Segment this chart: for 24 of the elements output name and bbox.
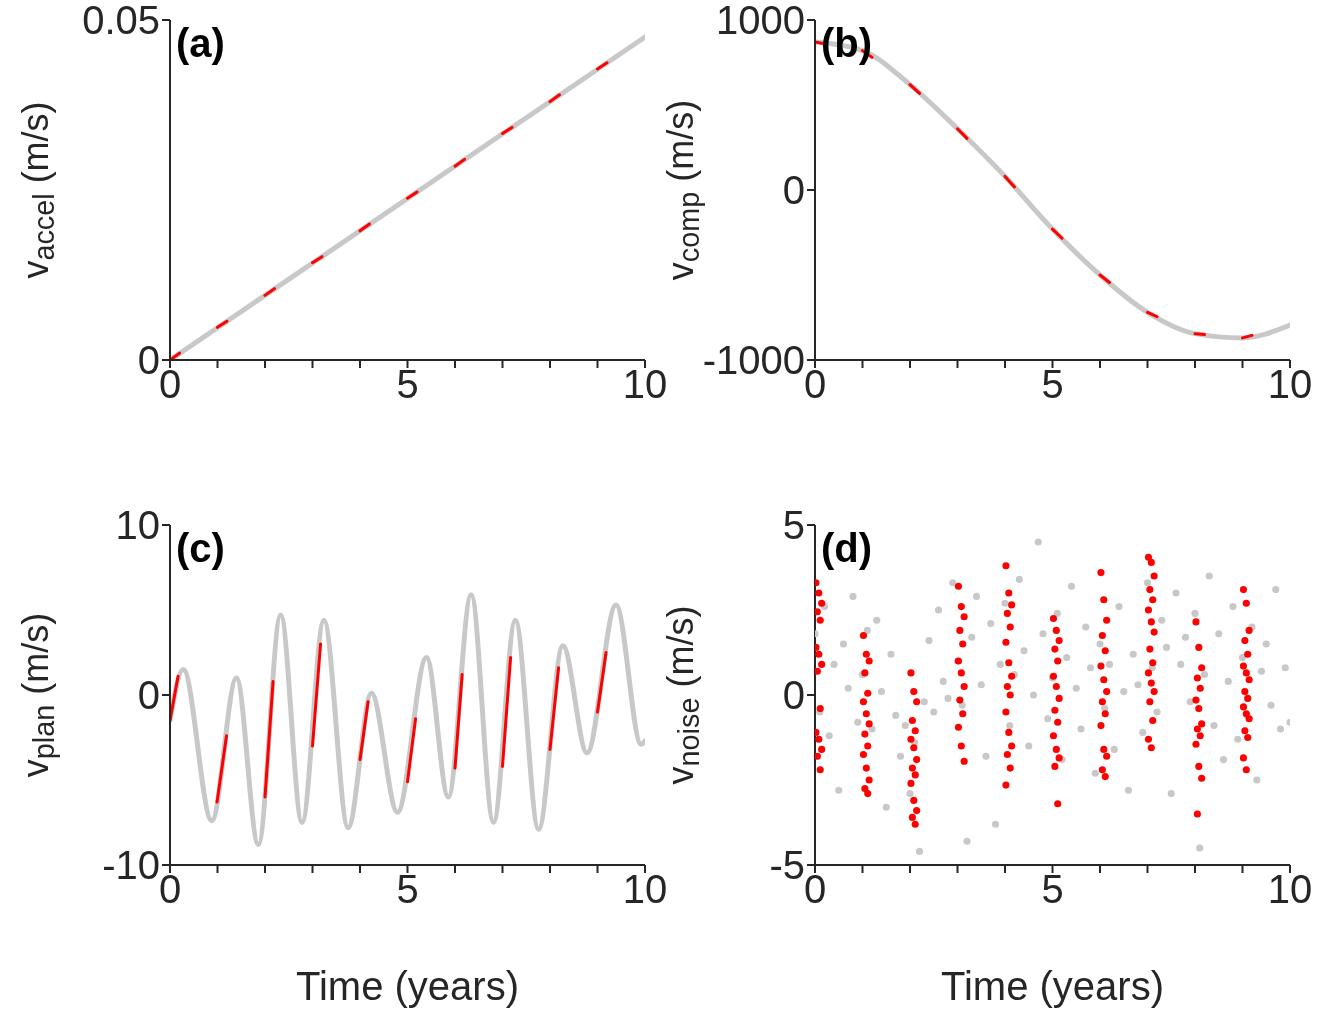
annotation: (a) <box>176 20 225 66</box>
annotation: (d) <box>821 525 873 571</box>
x-axis-title: Time (years) <box>296 964 519 1008</box>
x-tick-label: 10 <box>622 362 668 407</box>
x-tick-label: 10 <box>622 867 668 912</box>
y-tick-label: -5 <box>769 843 805 888</box>
x-tick-label: 5 <box>396 867 419 912</box>
y-tick-label: -10 <box>102 843 160 888</box>
y-tick-label: 1000 <box>716 0 805 43</box>
y-tick-label: -1000 <box>702 338 805 383</box>
x-tick-label: 5 <box>1041 362 1064 407</box>
x-axis-title: Time (years) <box>941 964 1164 1008</box>
y-tick-label: 0 <box>137 673 160 718</box>
annotation: (b) <box>821 20 873 66</box>
y-tick-label: 10 <box>115 503 160 548</box>
x-tick-label: 10 <box>1267 867 1313 912</box>
y-tick-label: 5 <box>782 503 805 548</box>
x-tick-label: 5 <box>396 362 419 407</box>
annotation: (c) <box>176 525 225 571</box>
y-tick-label: 0 <box>782 673 805 718</box>
x-tick-label: 10 <box>1267 362 1313 407</box>
x-tick-label: 5 <box>1041 867 1064 912</box>
y-tick-label: 0 <box>782 168 805 213</box>
y-tick-label: 0.05 <box>82 0 160 43</box>
